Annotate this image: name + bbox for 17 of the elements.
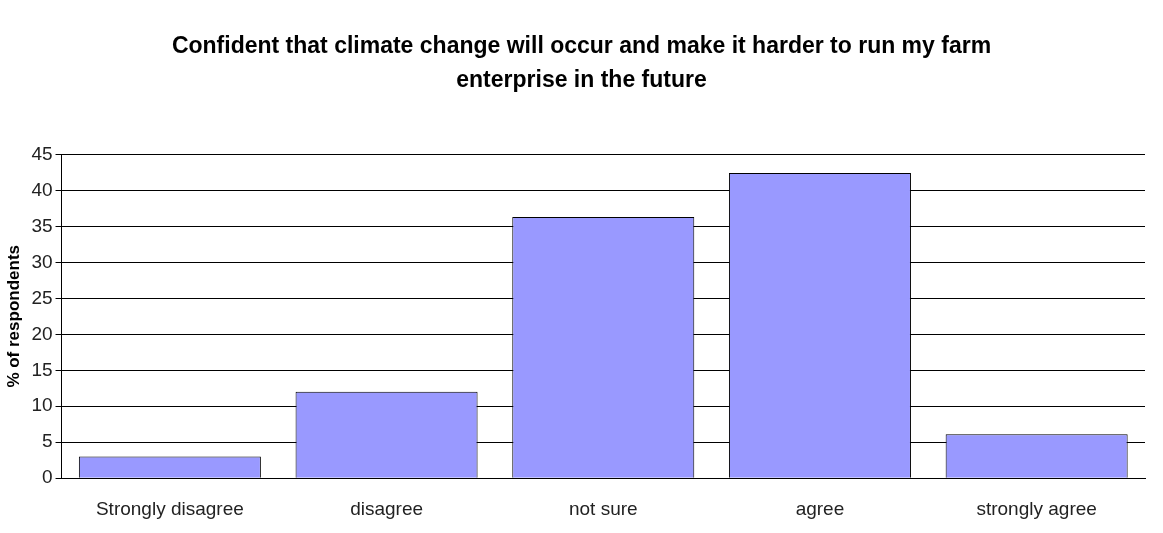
y-tick-label: 5 bbox=[41, 430, 53, 452]
y-tick-label: 30 bbox=[31, 250, 53, 272]
x-tick-label: not sure bbox=[568, 497, 638, 519]
y-tick-label: 0 bbox=[41, 466, 53, 488]
x-tick-label: agree bbox=[795, 497, 845, 519]
y-tick-label: 20 bbox=[31, 322, 53, 344]
y-tick-label: 45 bbox=[31, 142, 53, 164]
y-tick-label: 40 bbox=[31, 178, 53, 200]
x-tick-label: Strongly disagree bbox=[95, 497, 244, 519]
chart-title: Confident that climate change will occur and make it harder to run my farm enterprise in the future bbox=[170, 31, 993, 94]
y-tick-label: 25 bbox=[31, 286, 53, 308]
y-tick-label: 10 bbox=[31, 394, 53, 416]
x-tick-label: disagree bbox=[350, 497, 424, 519]
x-tick-label: strongly agree bbox=[976, 497, 1097, 519]
y-tick-label: 15 bbox=[31, 358, 53, 380]
y-tick-label: 35 bbox=[31, 214, 53, 236]
y-axis-title: % of respondents bbox=[3, 244, 23, 388]
